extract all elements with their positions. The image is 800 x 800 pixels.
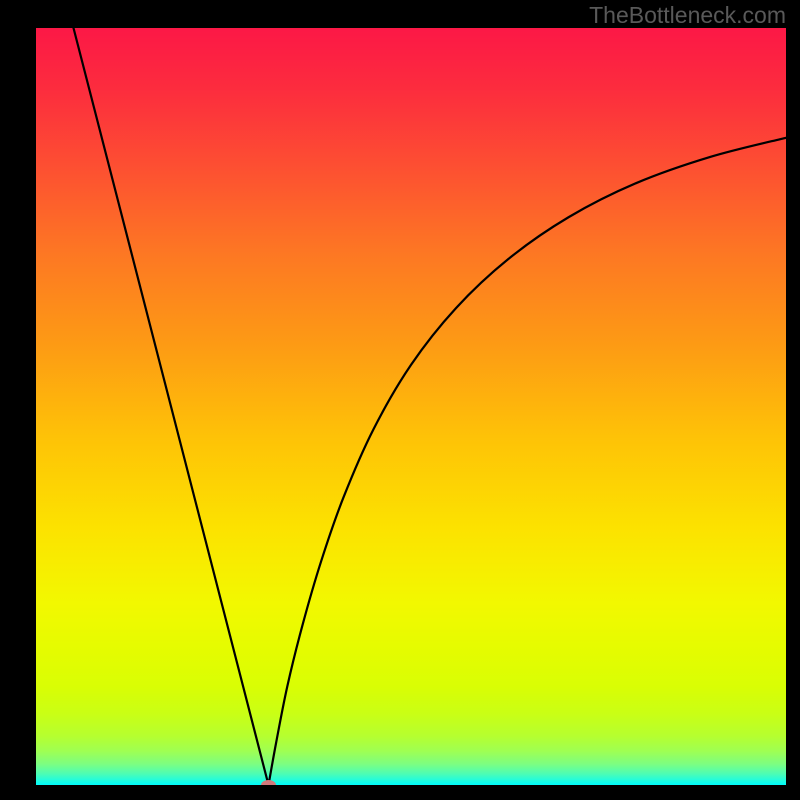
frame-border-bottom xyxy=(0,785,800,800)
watermark-text: TheBottleneck.com xyxy=(589,2,786,29)
bottleneck-curve xyxy=(0,0,800,800)
chart-container: TheBottleneck.com xyxy=(0,0,800,800)
frame-border-right xyxy=(786,0,800,800)
frame-border-left xyxy=(0,0,36,800)
